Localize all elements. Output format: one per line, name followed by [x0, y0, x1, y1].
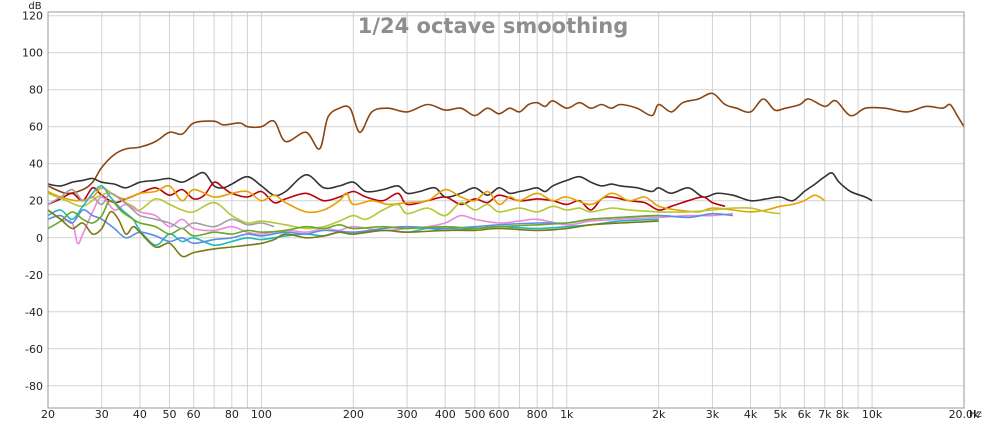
x-tick-label: 20.0k	[949, 408, 980, 421]
y-axis-unit: dB	[28, 1, 41, 12]
y-tick-label: -20	[25, 269, 43, 282]
x-tick-label: 4k	[744, 408, 758, 421]
x-tick-label: 6k	[798, 408, 812, 421]
y-tick-label: 20	[29, 195, 43, 208]
y-tick-labels: 120 100 80 60 40 20 0 -20 -40 -60 -80	[22, 10, 43, 393]
x-tick-label: 2k	[652, 408, 666, 421]
y-tick-label: -40	[25, 306, 43, 319]
chart-title: 1/24 octave smoothing	[358, 14, 629, 38]
series-line-3	[47, 181, 726, 211]
x-tick-label: 60	[187, 408, 201, 421]
x-tick-label: 80	[225, 408, 239, 421]
x-tick-label: 30	[95, 408, 109, 421]
y-tick-label: 100	[22, 47, 43, 60]
x-tick-labels: 20 30 40 50 60 80 100 200 300 400 500 600 800 1k 2k 3k 4…	[41, 408, 980, 421]
x-tick-label: 1k	[560, 408, 574, 421]
grid	[47, 12, 965, 408]
x-tick-label: 800	[527, 408, 548, 421]
x-axis-unit: Hz	[969, 409, 982, 420]
x-tick-label: 8k	[836, 408, 850, 421]
x-tick-label: 200	[343, 408, 364, 421]
x-tick-label: 3k	[706, 408, 720, 421]
x-tick-label: 7k	[818, 408, 832, 421]
plot-background	[48, 12, 964, 408]
series-line-9	[47, 199, 659, 237]
x-tick-label: 500	[464, 408, 485, 421]
x-tick-label: 400	[435, 408, 456, 421]
series-line-2	[47, 171, 873, 202]
x-tick-label: 5k	[773, 408, 787, 421]
x-tick-label: 40	[133, 408, 147, 421]
y-tick-label: -60	[25, 343, 43, 356]
series-line-1	[47, 92, 965, 195]
y-tick-label: 80	[29, 84, 43, 97]
y-tick-label: -80	[25, 380, 43, 393]
y-tick-label: 40	[29, 158, 43, 171]
series-line-10	[47, 209, 659, 258]
y-tick-label: 120	[22, 10, 43, 23]
y-tick-label: 0	[36, 232, 43, 245]
x-tick-label: 20	[41, 408, 55, 421]
x-tick-label: 10k	[862, 408, 883, 421]
series-group	[47, 92, 965, 258]
series-line-5	[47, 192, 781, 230]
x-tick-label: 300	[397, 408, 418, 421]
series-line-11	[47, 188, 275, 230]
x-tick-label: 100	[251, 408, 272, 421]
x-tick-label: 50	[163, 408, 177, 421]
x-tick-label: 600	[489, 408, 510, 421]
y-tick-label: 60	[29, 121, 43, 134]
plot-frame	[47, 11, 965, 409]
